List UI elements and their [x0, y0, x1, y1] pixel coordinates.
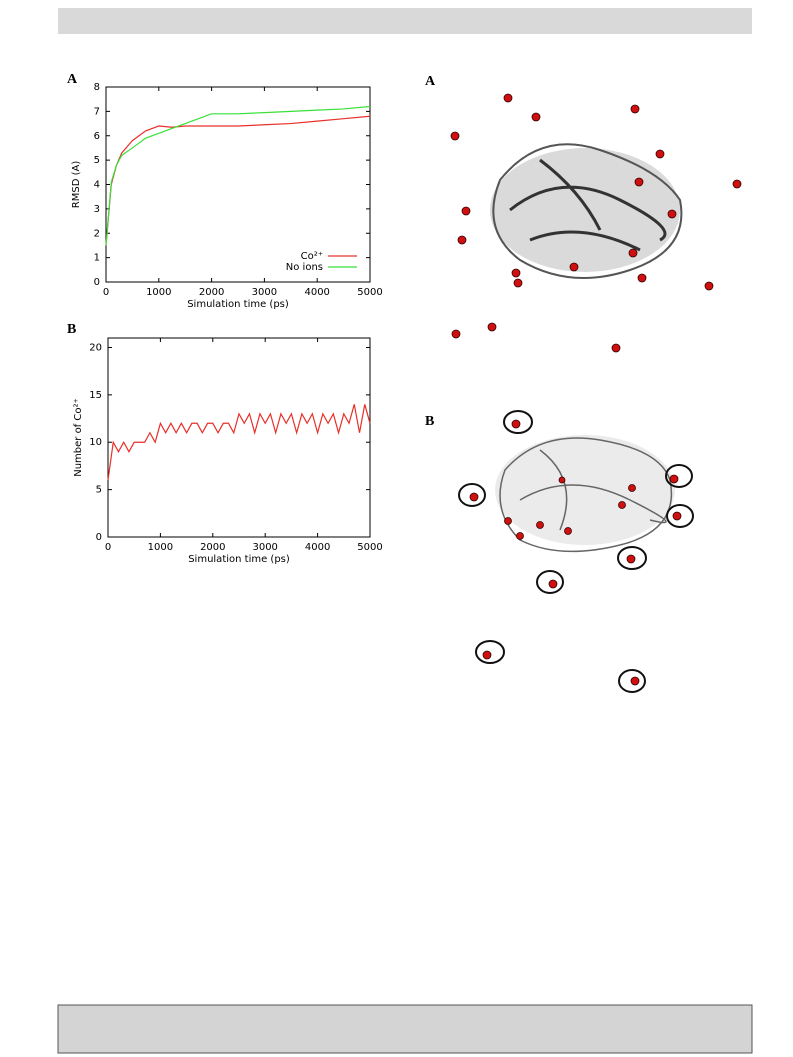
data-line [105, 105, 371, 246]
plot-frame [107, 337, 371, 538]
y-tick-label: 8 [94, 82, 100, 93]
x-tick-label: 0 [105, 542, 111, 553]
plot-frame [105, 86, 371, 283]
x-tick-label: 3000 [252, 287, 277, 298]
panel-label: A [425, 74, 436, 89]
y-tick-label: 20 [89, 342, 102, 353]
y-tick-label: 15 [89, 390, 102, 401]
x-tick-label: 3000 [252, 542, 277, 553]
y-tick-label: 2 [94, 228, 100, 239]
y-tick-label: 7 [94, 106, 100, 117]
x-tick-label: 1000 [146, 287, 171, 298]
x-tick-label: 1000 [148, 542, 173, 553]
x-tick-label: 5000 [357, 542, 382, 553]
y-tick-label: 0 [94, 277, 100, 288]
y-tick-label: 5 [94, 155, 100, 166]
header-bar [58, 8, 752, 34]
y-axis-label: Number of Co²⁺ [73, 398, 84, 477]
footer-box [57, 1004, 753, 1054]
y-tick-label: 6 [94, 131, 100, 142]
data-line [105, 115, 371, 246]
molecule-image-b: B [425, 410, 694, 693]
y-tick-label: 0 [96, 532, 102, 543]
x-axis-label: Simulation time (ps) [188, 554, 290, 565]
y-tick-label: 10 [89, 437, 102, 448]
y-tick-label: 3 [94, 204, 100, 215]
molecule-image-a: A [425, 74, 742, 353]
y-axis-label: RMSD (A) [71, 161, 82, 209]
x-tick-label: 4000 [305, 542, 330, 553]
x-axis-label: Simulation time (ps) [187, 299, 289, 310]
x-tick-label: 4000 [304, 287, 329, 298]
legend-label: Co²⁺ [301, 251, 323, 262]
x-tick-label: 5000 [357, 287, 382, 298]
chart-title: B [67, 322, 76, 337]
x-tick-label: 2000 [199, 287, 224, 298]
data-line [107, 404, 371, 481]
x-tick-label: 0 [103, 287, 109, 298]
y-tick-label: 5 [96, 485, 102, 496]
chart-title: A [67, 72, 78, 87]
legend-label: No ions [286, 262, 323, 273]
x-tick-label: 2000 [200, 542, 225, 553]
panel-label: B [425, 414, 434, 429]
y-tick-label: 4 [94, 180, 100, 191]
y-tick-label: 1 [94, 253, 100, 264]
